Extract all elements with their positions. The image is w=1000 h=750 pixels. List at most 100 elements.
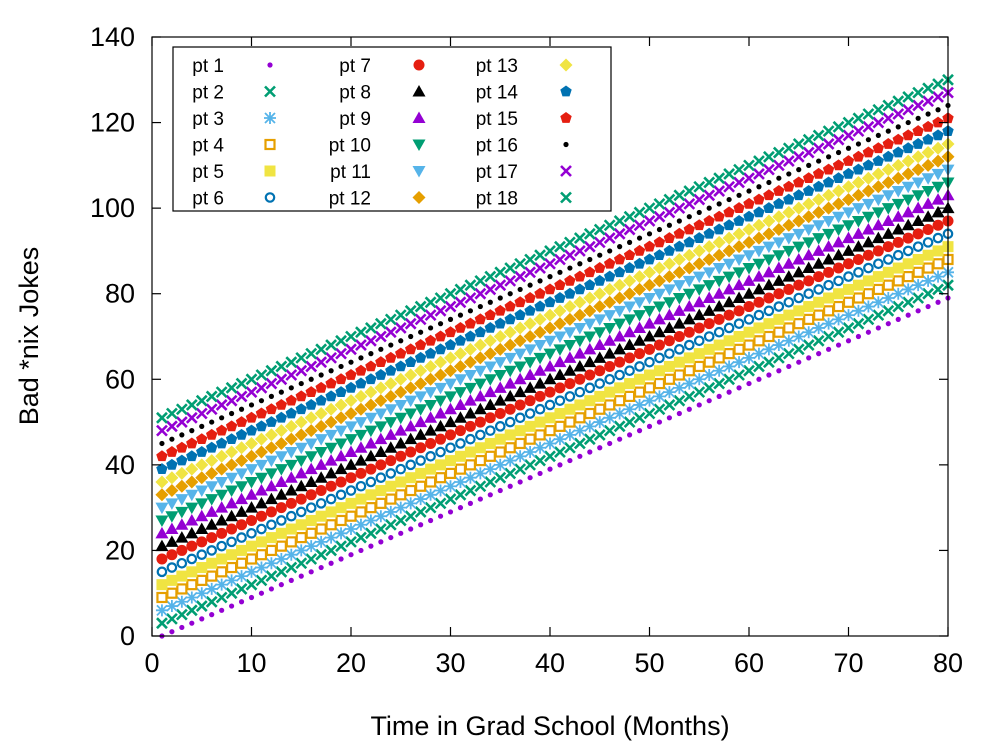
data-point bbox=[743, 339, 755, 351]
data-point bbox=[294, 428, 308, 442]
data-point bbox=[663, 335, 675, 347]
legend-marker bbox=[264, 165, 276, 177]
data-point bbox=[922, 120, 934, 132]
data-point bbox=[355, 480, 367, 492]
data-point bbox=[493, 394, 507, 406]
data-point bbox=[454, 450, 466, 462]
data-point bbox=[206, 532, 218, 544]
data-point bbox=[524, 446, 537, 459]
data-point bbox=[494, 266, 507, 279]
data-point bbox=[683, 352, 695, 364]
data-point bbox=[872, 103, 885, 116]
data-point bbox=[696, 209, 702, 216]
data-point bbox=[881, 190, 895, 202]
data-point bbox=[752, 258, 766, 271]
data-point bbox=[314, 447, 328, 459]
data-point bbox=[636, 428, 643, 434]
data-point bbox=[613, 407, 626, 420]
data-point bbox=[712, 263, 726, 275]
data-point bbox=[205, 505, 219, 517]
data-point bbox=[574, 373, 586, 385]
data-point bbox=[812, 220, 826, 232]
legend-marker bbox=[413, 59, 425, 71]
legend-label: pt 1 bbox=[192, 56, 224, 77]
data-point bbox=[843, 258, 854, 270]
data-point bbox=[763, 202, 775, 213]
data-point bbox=[733, 214, 745, 226]
data-point bbox=[248, 402, 255, 408]
data-point bbox=[802, 197, 816, 211]
data-point bbox=[463, 407, 477, 419]
data-point bbox=[345, 535, 357, 548]
data-point bbox=[871, 194, 885, 207]
data-point bbox=[274, 424, 288, 438]
data-point bbox=[633, 257, 646, 269]
data-point bbox=[375, 459, 387, 471]
data-point bbox=[424, 387, 438, 399]
data-point bbox=[573, 359, 587, 372]
data-point bbox=[275, 502, 287, 514]
data-point bbox=[772, 339, 785, 352]
series-9 bbox=[155, 188, 955, 539]
data-point bbox=[334, 462, 348, 475]
data-point bbox=[474, 274, 487, 287]
data-point bbox=[454, 475, 467, 488]
data-point bbox=[652, 274, 666, 288]
data-point bbox=[435, 446, 446, 458]
data-point bbox=[574, 283, 586, 295]
data-point bbox=[206, 570, 218, 582]
data-point bbox=[415, 455, 426, 466]
data-point bbox=[842, 231, 855, 244]
data-point bbox=[534, 300, 546, 312]
data-point bbox=[921, 197, 935, 209]
data-point bbox=[712, 275, 726, 288]
data-point bbox=[474, 480, 487, 493]
data-point bbox=[304, 411, 318, 425]
data-point bbox=[617, 244, 623, 250]
data-point bbox=[862, 146, 875, 158]
data-point bbox=[235, 570, 248, 583]
data-point bbox=[523, 368, 537, 381]
data-point bbox=[384, 313, 397, 326]
data-point bbox=[165, 498, 179, 510]
data-point bbox=[374, 408, 388, 421]
x-tick-label: 80 bbox=[933, 648, 963, 678]
data-point bbox=[816, 351, 822, 357]
data-point bbox=[205, 441, 218, 453]
data-point bbox=[921, 146, 935, 160]
data-point bbox=[652, 288, 666, 301]
data-point bbox=[225, 458, 239, 472]
data-point bbox=[238, 599, 245, 605]
data-point bbox=[672, 304, 686, 316]
data-point bbox=[732, 291, 746, 303]
data-point bbox=[703, 227, 715, 239]
data-point bbox=[563, 249, 576, 262]
legend-label: pt 16 bbox=[476, 136, 518, 157]
data-point bbox=[405, 459, 416, 471]
data-point bbox=[195, 458, 209, 472]
data-point bbox=[584, 369, 596, 381]
data-point bbox=[742, 223, 756, 237]
data-point bbox=[258, 398, 265, 404]
data-point bbox=[682, 248, 696, 262]
data-point bbox=[305, 527, 317, 539]
data-point bbox=[881, 163, 895, 177]
data-point bbox=[564, 378, 576, 390]
data-point bbox=[813, 271, 825, 283]
data-point bbox=[842, 129, 855, 142]
data-point bbox=[254, 432, 268, 446]
data-point bbox=[268, 393, 274, 399]
data-point bbox=[752, 231, 766, 245]
data-point bbox=[503, 338, 517, 352]
legend-label: pt 4 bbox=[192, 136, 224, 157]
data-point bbox=[862, 108, 875, 120]
data-point bbox=[424, 424, 438, 436]
data-point bbox=[464, 459, 476, 471]
series-12 bbox=[155, 150, 955, 502]
data-point bbox=[523, 317, 537, 331]
data-point bbox=[683, 365, 695, 377]
data-point bbox=[852, 150, 865, 162]
data-point bbox=[394, 424, 408, 436]
data-point bbox=[842, 180, 855, 194]
data-point bbox=[543, 359, 557, 372]
